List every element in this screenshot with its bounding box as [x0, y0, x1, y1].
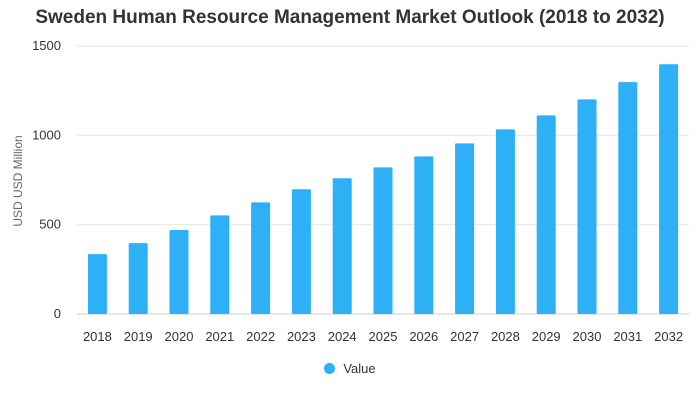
- x-tick-label: 2022: [246, 329, 275, 344]
- bar-2021: [210, 215, 230, 314]
- bar-2020: [169, 230, 189, 314]
- x-tick-label: 2024: [328, 329, 357, 344]
- x-tick-label: 2027: [450, 329, 479, 344]
- x-tick-label: 2021: [205, 329, 234, 344]
- bar-2028: [495, 129, 515, 314]
- x-tick-label: 2028: [491, 329, 520, 344]
- x-tick-label: 2032: [654, 329, 683, 344]
- bar-2024: [332, 178, 352, 314]
- bar-2029: [536, 115, 556, 315]
- bars: [87, 64, 679, 315]
- x-tick-label: 2030: [573, 329, 602, 344]
- x-tick-label: 2029: [532, 329, 561, 344]
- x-tick-label: 2018: [83, 329, 112, 344]
- bar-2026: [414, 156, 434, 314]
- chart-title: Sweden Human Resource Management Market …: [35, 7, 665, 28]
- y-tick-label: 1000: [32, 127, 61, 142]
- bar-2022: [251, 202, 271, 314]
- x-tick-label: 2023: [287, 329, 316, 344]
- x-tick-label: 2025: [369, 329, 398, 344]
- bar-2027: [455, 143, 475, 314]
- bar-2019: [128, 243, 148, 314]
- x-tick-label: 2026: [409, 329, 438, 344]
- y-tick-label: 0: [54, 306, 61, 321]
- x-tick-label: 2020: [165, 329, 194, 344]
- bar-2030: [577, 99, 597, 315]
- x-tick-label: 2019: [124, 329, 153, 344]
- x-tick-label: 2031: [613, 329, 642, 344]
- bar-2032: [659, 64, 679, 314]
- bar-2025: [373, 167, 393, 314]
- y-axis-label: USD USD Million: [11, 135, 25, 226]
- y-tick-label: 500: [39, 217, 61, 232]
- legend: Value: [0, 361, 700, 376]
- legend-label: Value: [343, 361, 376, 376]
- bar-2023: [291, 189, 311, 314]
- bar-2018: [87, 254, 107, 314]
- y-tick-label: 1500: [32, 38, 61, 53]
- legend-marker: [324, 363, 336, 374]
- x-axis-ticks: 2018 2019 2020 2021 2022 2023 2024 2025 2026 2027…: [83, 329, 683, 344]
- bar-2031: [618, 82, 638, 314]
- y-axis-ticks: 0 500 1000 1500: [32, 38, 61, 321]
